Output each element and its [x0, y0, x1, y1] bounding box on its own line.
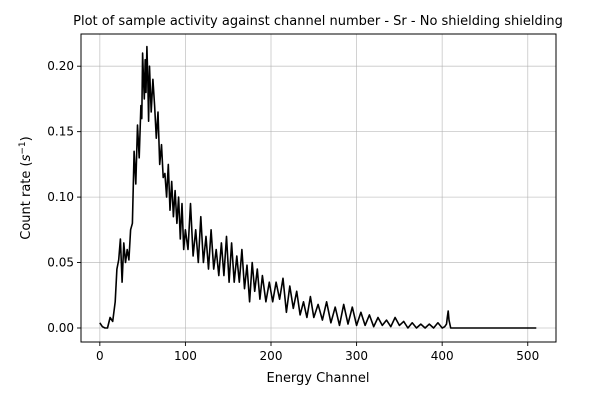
x-tick-label: 400 [431, 349, 454, 363]
x-tick-label: 100 [174, 349, 197, 363]
y-tick-label: 0.15 [47, 125, 74, 139]
x-tick-label: 500 [516, 349, 539, 363]
y-axis-label: Count rate (s−1) [18, 136, 34, 240]
chart-title: Plot of sample activity against channel … [73, 14, 563, 29]
y-axis-label-superscript: −1 [18, 141, 28, 154]
y-tick-label: 0.05 [47, 256, 74, 270]
y-axis-label-main: Count rate ( [19, 161, 34, 239]
y-axis: 0.00 0.05 0.10 0.15 0.20 [47, 59, 81, 335]
y-tick-label: 0.20 [47, 59, 74, 73]
y-tick-label: 0.10 [47, 190, 74, 204]
x-tick-label: 300 [345, 349, 368, 363]
series-layer [99, 45, 537, 329]
x-axis-label: Energy Channel [266, 371, 369, 386]
plot-frame [80, 33, 557, 343]
y-axis-label-close: ) [19, 136, 34, 141]
y-axis-label-base: s [19, 154, 34, 161]
grid [81, 34, 556, 342]
x-axis: 0 100 200 300 400 500 [96, 342, 539, 363]
y-tick-label: 0.00 [47, 321, 74, 335]
x-tick-label: 200 [260, 349, 283, 363]
series-line-0 [99, 45, 537, 329]
x-tick-label: 0 [96, 349, 104, 363]
